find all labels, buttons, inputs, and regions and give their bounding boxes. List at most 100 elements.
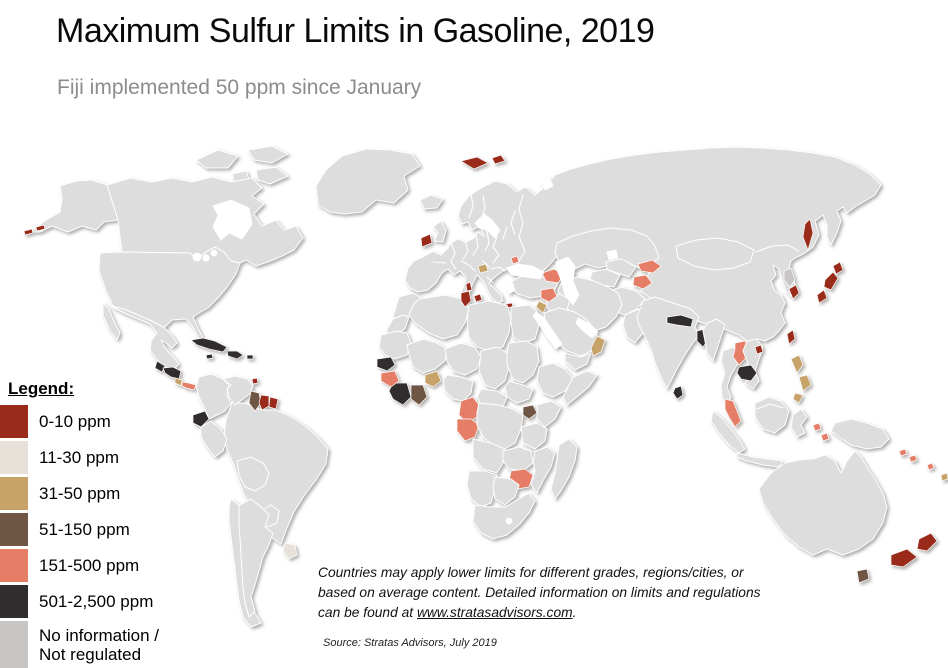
country-ecuador — [192, 410, 210, 428]
legend-swatch-151-500 — [0, 549, 28, 582]
country-south-sudan — [504, 380, 534, 404]
country-moldova — [510, 255, 520, 265]
country-papua-new-guinea — [830, 418, 890, 450]
border-germany-west — [462, 240, 469, 260]
country-canada-arctic-3 — [255, 166, 289, 185]
country-cambodia — [736, 364, 758, 382]
country-solomon-2 — [908, 454, 918, 463]
country-philippines-mindanao — [792, 392, 804, 404]
legend-item-no-info: No information / Not regulated — [0, 621, 180, 668]
country-namibia — [466, 470, 498, 508]
country-new-zealand-north — [916, 532, 938, 552]
border-poland-east — [484, 230, 490, 252]
disclaimer-note: Countries may apply lower limits for dif… — [318, 563, 796, 623]
page-title: Maximum Sulfur Limits in Gasoline, 2019 — [56, 12, 655, 50]
country-greenland — [315, 148, 421, 215]
red-sea — [532, 311, 563, 350]
country-jamaica — [205, 353, 214, 360]
country-indonesia-sulawesi — [790, 408, 808, 438]
aegean-sea — [505, 281, 516, 295]
country-north-korea — [783, 267, 796, 288]
country-trinidad — [251, 377, 259, 385]
country-svalbard — [460, 156, 489, 170]
country-new-zealand-south — [890, 548, 918, 568]
country-ethiopia — [536, 362, 574, 398]
country-mongolia — [675, 237, 755, 271]
country-indonesia-maluku-2 — [820, 432, 830, 442]
country-nigeria — [442, 374, 474, 402]
border-france-east — [450, 242, 457, 270]
country-cuba — [190, 337, 228, 353]
country-taiwan — [786, 329, 796, 345]
country-south-africa — [472, 492, 536, 540]
country-zambia — [502, 446, 534, 472]
legend-label-501-2500: 501-2,500 ppm — [39, 591, 154, 611]
disclaimer-line3: can be found at — [318, 605, 417, 621]
country-mauritania — [378, 330, 412, 360]
country-uruguay — [282, 542, 298, 560]
black-sea — [505, 263, 545, 280]
legend-swatch-501-2500 — [0, 585, 28, 618]
aral-sea — [606, 249, 619, 261]
country-bosnia — [477, 263, 489, 274]
country-indonesia-java — [736, 452, 784, 468]
border-norway-sweden — [468, 193, 474, 219]
map-oceania — [710, 354, 948, 584]
aleutian-island-2 — [35, 224, 46, 232]
border-china-russia — [755, 244, 800, 253]
country-gabon-congo — [456, 418, 480, 442]
map-borders — [432, 193, 800, 410]
disclaimer-line1: Countries may apply lower limits for dif… — [318, 565, 744, 580]
country-syria — [540, 287, 558, 303]
country-myanmar — [702, 318, 726, 362]
legend-label-31-50: 31-50 ppm — [39, 483, 121, 503]
country-tanzania — [520, 422, 548, 450]
country-drc — [476, 402, 524, 450]
country-somalia — [562, 370, 598, 406]
legend-label-no-info: No information / Not regulated — [39, 625, 159, 664]
country-yemen — [564, 352, 592, 371]
region-europe-russia-china — [404, 146, 882, 346]
legend-label-11-30: 11-30 ppm — [39, 447, 120, 467]
country-burkina-faso — [424, 370, 442, 388]
country-indonesia-sumatra — [710, 410, 746, 454]
country-uganda — [522, 404, 538, 420]
legend-item-11-30: 11-30 ppm — [0, 441, 180, 474]
border-malaysia-borneo — [756, 403, 784, 410]
border-baltics — [510, 210, 516, 236]
persian-gulf — [575, 317, 599, 339]
legend-swatch-31-50 — [0, 477, 28, 510]
legend-item-501-2500: 501-2,500 ppm — [0, 585, 180, 618]
country-canada-arctic-1 — [195, 149, 239, 169]
country-indonesia-borneo — [754, 396, 790, 434]
country-ireland — [420, 233, 433, 248]
country-australia — [758, 450, 888, 556]
country-madagascar — [550, 438, 578, 500]
country-french-guiana — [268, 396, 279, 410]
country-hispaniola — [226, 350, 244, 360]
country-sakhalin — [802, 218, 814, 251]
country-suriname — [258, 394, 270, 411]
country-tasmania — [856, 568, 870, 584]
country-mali — [406, 338, 448, 374]
country-egypt — [510, 304, 540, 344]
country-sicily — [473, 293, 483, 303]
country-nepal — [666, 314, 694, 328]
border-pyrenees — [432, 261, 447, 264]
country-guinea — [380, 370, 400, 388]
caspian-sea — [555, 256, 580, 306]
country-argentina — [238, 498, 274, 618]
legend-item-31-50: 31-50 ppm — [0, 477, 180, 510]
country-usa — [98, 246, 241, 343]
map-north-america — [23, 145, 421, 391]
map-africa — [376, 290, 598, 540]
legend-swatch-51-150 — [0, 513, 28, 546]
country-senegal — [376, 356, 396, 372]
disclaimer-url-link[interactable]: www.stratasadvisors.com — [416, 605, 573, 621]
country-japan-hokkaido — [832, 261, 844, 275]
map-eurasia — [404, 146, 882, 428]
country-niger — [444, 342, 482, 376]
aleutian-island-1 — [23, 228, 34, 236]
country-japan-honshu — [823, 271, 839, 291]
